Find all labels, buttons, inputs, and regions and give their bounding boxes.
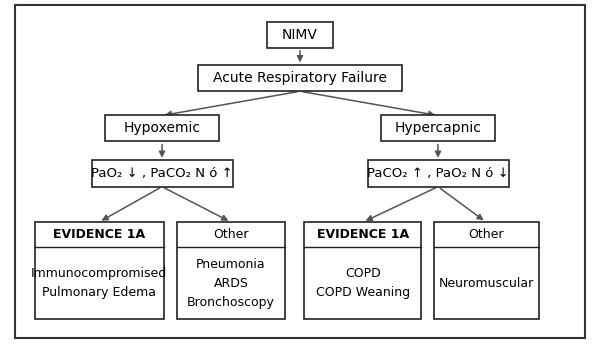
Text: PaO₂ ↓ , PaCO₂ N ó ↑: PaO₂ ↓ , PaCO₂ N ó ↑ [91,167,233,180]
FancyBboxPatch shape [304,222,421,319]
FancyBboxPatch shape [367,160,509,187]
FancyBboxPatch shape [105,115,219,142]
FancyBboxPatch shape [198,65,402,91]
Text: Other: Other [213,228,249,241]
Text: Acute Respiratory Failure: Acute Respiratory Failure [213,71,387,85]
Text: COPD
COPD Weaning: COPD COPD Weaning [316,267,410,299]
FancyBboxPatch shape [15,5,585,338]
Text: EVIDENCE 1A: EVIDENCE 1A [317,228,409,241]
Text: NIMV: NIMV [282,28,318,42]
FancyBboxPatch shape [433,222,539,319]
Text: Neuromuscular: Neuromuscular [439,277,533,290]
FancyBboxPatch shape [92,160,233,187]
Text: Pneumonia
ARDS
Bronchoscopy: Pneumonia ARDS Bronchoscopy [187,258,275,309]
Text: PaCO₂ ↑ , PaO₂ N ó ↓: PaCO₂ ↑ , PaO₂ N ó ↓ [367,167,509,180]
FancyBboxPatch shape [177,222,285,319]
FancyBboxPatch shape [381,115,495,142]
Text: Other: Other [468,228,504,241]
Text: EVIDENCE 1A: EVIDENCE 1A [53,228,145,241]
Text: Hypoxemic: Hypoxemic [124,121,200,135]
Text: Hypercapnic: Hypercapnic [395,121,481,135]
FancyBboxPatch shape [35,222,163,319]
Text: Immunocompromised
Pulmonary Edema: Immunocompromised Pulmonary Edema [31,267,167,299]
FancyBboxPatch shape [267,22,333,48]
